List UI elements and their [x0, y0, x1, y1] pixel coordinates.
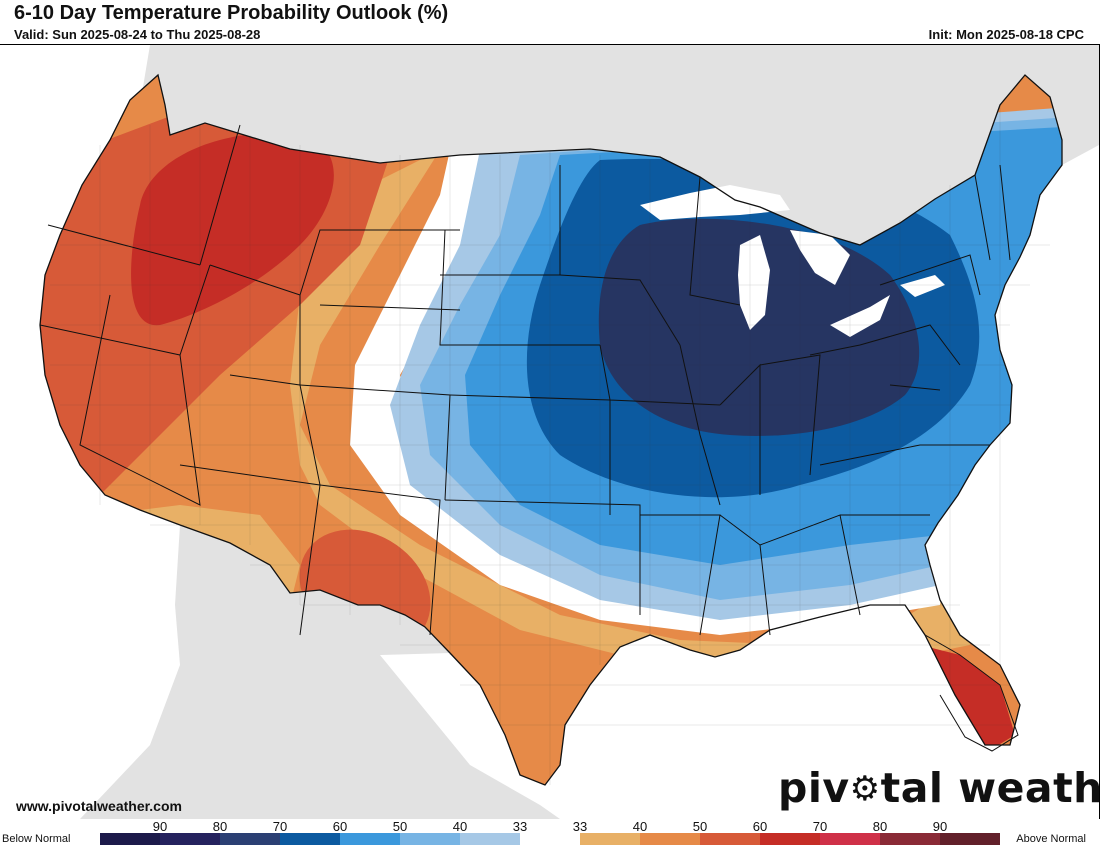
color-legend: Below Normal 90 80 70 60 50 40 33 33 40 50 60 70 80 9…: [0, 819, 1100, 850]
website-url[interactable]: www.pivotalweather.com: [16, 798, 182, 814]
legend-tick-label: 33: [572, 819, 588, 834]
legend-swatch: [880, 833, 940, 845]
legend-tick-label: 50: [392, 819, 408, 834]
init-time: Init: Mon 2025-08-18 CPC: [928, 27, 1084, 42]
legend-swatch: [280, 833, 340, 845]
legend-tick-label: 70: [812, 819, 828, 834]
legend-swatch: [100, 833, 160, 845]
legend-tick-label: 33: [512, 819, 528, 834]
legend-swatch: [220, 833, 280, 845]
national-border: [39, 73, 1063, 786]
legend-swatch: [580, 833, 640, 845]
brand-text-left: piv: [778, 764, 850, 812]
lake-superior: [640, 185, 790, 220]
brand-logo: piv⚙tal weather: [778, 764, 1100, 812]
legend-tick-label: 80: [872, 819, 888, 834]
map-canvas: [0, 45, 1099, 819]
legend-tick-label: 70: [272, 819, 288, 834]
legend-swatch: [640, 833, 700, 845]
legend-swatch: [820, 833, 880, 845]
lake-ontario: [900, 275, 945, 297]
state-borders: [39, 124, 1011, 636]
gear-icon: ⚙: [849, 769, 881, 809]
legend-swatch: [340, 833, 400, 845]
above-normal-label: Above Normal: [1016, 833, 1086, 845]
legend-swatch: [400, 833, 460, 845]
legend-tick-label: 90: [152, 819, 168, 834]
legend-tick-label: 40: [632, 819, 648, 834]
valid-period: Valid: Sun 2025-08-24 to Thu 2025-08-28: [14, 27, 261, 42]
lake-erie: [830, 295, 890, 337]
legend-swatch: [520, 833, 580, 845]
legend-tick-label: 90: [932, 819, 948, 834]
legend-ticks: 90 80 70 60 50 40 33 33 40 50 60 70 80 90: [100, 819, 1000, 834]
below-normal-label: Below Normal: [2, 833, 71, 845]
legend-swatches: [100, 833, 1000, 845]
legend-swatch: [160, 833, 220, 845]
legend-tick-label: 40: [452, 819, 468, 834]
legend-swatch: [460, 833, 520, 845]
legend-swatch: [700, 833, 760, 845]
atlantic-gulf-water: [380, 145, 1099, 819]
county-borders: [45, 105, 1050, 785]
legend-tick-label: 60: [752, 819, 768, 834]
legend-tick-label: 80: [212, 819, 228, 834]
outlook-map[interactable]: [0, 44, 1100, 820]
lake-huron: [790, 230, 850, 285]
map-title: 6-10 Day Temperature Probability Outlook…: [14, 2, 449, 24]
legend-swatch: [940, 833, 1000, 845]
brand-text-right: tal weather: [880, 764, 1100, 812]
legend-tick-label: 60: [332, 819, 348, 834]
lake-michigan: [738, 235, 770, 330]
legend-swatch: [760, 833, 820, 845]
florida-coast: [924, 634, 1019, 752]
legend-tick-label: 50: [692, 819, 708, 834]
pacific-ocean: [0, 45, 180, 819]
header: 6-10 Day Temperature Probability Outlook…: [0, 0, 1100, 44]
